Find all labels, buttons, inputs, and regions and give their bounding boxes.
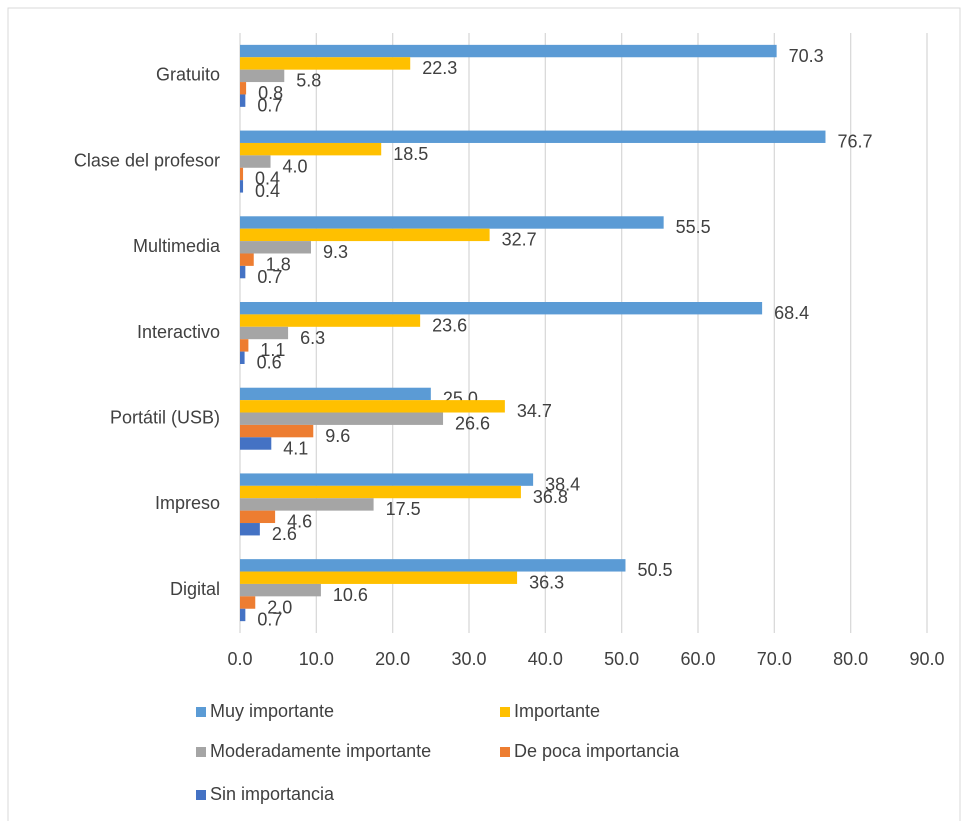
bar [240, 253, 254, 266]
bar [240, 241, 311, 254]
bar [240, 265, 246, 279]
bar [240, 523, 260, 536]
bar [240, 155, 271, 168]
bar [240, 339, 249, 352]
y-tick-label: Portátil (USB) [110, 407, 220, 427]
y-tick-label: Multimedia [133, 236, 221, 256]
bar [240, 400, 505, 413]
x-tick-label: 60.0 [680, 649, 715, 669]
legend-swatch [196, 707, 206, 717]
data-label: 1.8 [266, 254, 291, 274]
legend-swatch [500, 707, 510, 717]
bar [240, 387, 431, 401]
data-label: 36.3 [529, 572, 564, 592]
data-label: 76.7 [837, 132, 872, 152]
bar [240, 302, 763, 315]
y-tick-label: Digital [170, 579, 220, 599]
legend-label: Moderadamente importante [210, 741, 431, 761]
chart-border [7, 7, 961, 821]
data-label: 70.3 [789, 46, 824, 66]
bar [240, 142, 382, 156]
data-label: 4.1 [283, 438, 308, 458]
data-label: 4.0 [283, 156, 308, 176]
x-tick-label: 30.0 [451, 649, 486, 669]
data-label: 2.6 [272, 524, 297, 544]
data-label: 26.6 [455, 413, 490, 433]
data-label: 32.7 [502, 230, 537, 250]
x-tick-label: 0.0 [227, 649, 252, 669]
data-label: 9.6 [325, 426, 350, 446]
bar [240, 69, 285, 83]
bar [240, 228, 490, 242]
bar [240, 437, 272, 450]
legend-label: Muy importante [210, 701, 334, 721]
legend-label: Sin importancia [210, 784, 335, 804]
bar [240, 326, 289, 340]
x-tick-label: 20.0 [375, 649, 410, 669]
y-tick-label: Interactivo [137, 322, 220, 342]
data-label: 4.6 [287, 512, 312, 532]
legend-swatch [500, 747, 510, 757]
data-label: 0.8 [258, 83, 283, 103]
data-label: 0.4 [255, 169, 280, 189]
bar [240, 94, 246, 107]
data-label: 0.7 [257, 95, 282, 115]
legend-label: De poca importancia [514, 741, 680, 761]
data-label: 17.5 [386, 499, 421, 519]
bar [240, 473, 534, 486]
bar [240, 510, 276, 524]
y-tick-label: Clase del profesor [74, 150, 220, 170]
bar [240, 424, 314, 438]
bar [240, 608, 246, 622]
x-tick-label: 80.0 [833, 649, 868, 669]
legend-label: Importante [514, 701, 600, 721]
x-tick-label: 90.0 [909, 649, 944, 669]
bar [240, 412, 444, 425]
data-label: 38.4 [545, 474, 580, 494]
bar [240, 44, 777, 58]
data-label: 6.3 [300, 328, 325, 348]
bar [240, 314, 421, 327]
data-label: 34.7 [517, 401, 552, 421]
data-label: 18.5 [393, 144, 428, 164]
data-label: 2.0 [267, 597, 292, 617]
bar [240, 559, 626, 572]
bar [240, 57, 411, 70]
x-tick-label: 70.0 [757, 649, 792, 669]
bar [240, 216, 664, 229]
data-label: 55.5 [676, 217, 711, 237]
data-label: 23.6 [432, 315, 467, 335]
bar [240, 596, 256, 609]
bar [240, 167, 244, 181]
legend-swatch [196, 747, 206, 757]
x-tick-label: 50.0 [604, 649, 639, 669]
data-label: 0.6 [257, 353, 282, 373]
bar [240, 485, 521, 499]
data-label: 0.4 [255, 181, 280, 201]
bar [240, 180, 244, 193]
bar [240, 82, 247, 95]
data-label: 68.4 [774, 303, 809, 323]
data-label: 36.8 [533, 487, 568, 507]
data-label: 0.7 [257, 267, 282, 287]
data-label: 0.7 [257, 610, 282, 630]
y-tick-label: Impreso [155, 493, 220, 513]
bar [240, 351, 245, 364]
y-tick-label: Gratuito [156, 65, 220, 85]
data-label: 22.3 [422, 58, 457, 78]
data-label: 50.5 [637, 560, 672, 580]
data-label: 5.8 [296, 71, 321, 91]
bar [240, 571, 518, 584]
x-tick-label: 40.0 [528, 649, 563, 669]
x-tick-label: 10.0 [299, 649, 334, 669]
bar [240, 583, 321, 597]
legend-swatch [196, 790, 206, 800]
data-label: 1.1 [260, 340, 285, 360]
data-label: 9.3 [323, 242, 348, 262]
bar [240, 498, 374, 511]
bar [240, 130, 826, 143]
data-label: 10.6 [333, 585, 368, 605]
